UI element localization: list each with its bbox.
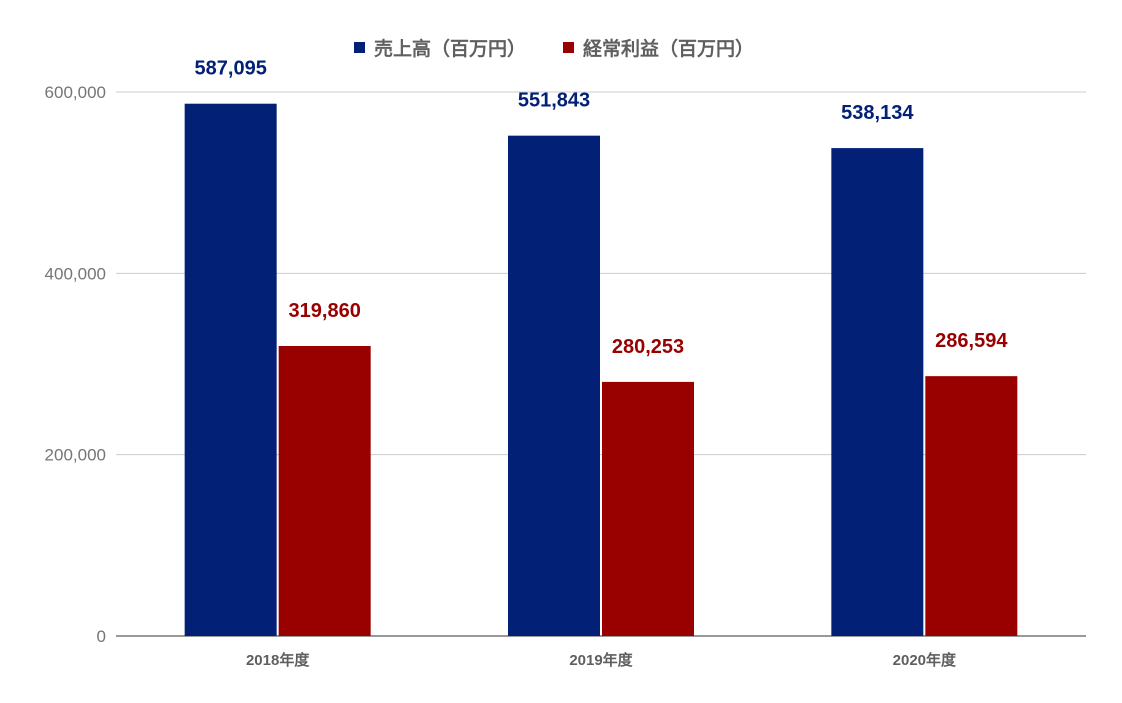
legend-label: 売上高（百万円） [374, 37, 526, 60]
data-label: 286,594 [935, 330, 1008, 352]
data-label: 538,134 [841, 102, 914, 124]
legend: 売上高（百万円） 経常利益（百万円） [354, 37, 754, 60]
data-label: 319,860 [289, 300, 361, 322]
data-label: 587,095 [195, 58, 267, 80]
legend-swatch [563, 42, 574, 53]
x-tick-label: 2020年度 [893, 651, 957, 669]
bars [184, 103, 1018, 636]
bar [925, 376, 1018, 636]
gridlines [116, 91, 1086, 637]
data-label: 280,253 [612, 336, 684, 358]
legend-label: 経常利益（百万円） [583, 37, 754, 60]
x-tick-label: 2019年度 [569, 651, 633, 669]
y-tick-label: 600,000 [45, 83, 106, 102]
data-label: 551,843 [518, 90, 590, 112]
x-axis: 2018年度 2019年度 2020年度 [246, 651, 957, 669]
bar [831, 148, 924, 636]
data-labels: 587,095 319,860 551,843 280,253 538,134 286,5… [195, 58, 1009, 358]
bar [278, 345, 371, 636]
y-tick-label: 400,000 [45, 264, 106, 283]
legend-swatch [354, 42, 365, 53]
bar [602, 381, 694, 636]
x-tick-label: 2018年度 [246, 651, 310, 669]
y-tick-label: 200,000 [45, 446, 106, 465]
y-tick-label: 0 [97, 627, 106, 646]
bar [184, 103, 277, 636]
bar [508, 135, 600, 636]
y-axis: 0 200,000 400,000 600,000 [45, 83, 106, 646]
